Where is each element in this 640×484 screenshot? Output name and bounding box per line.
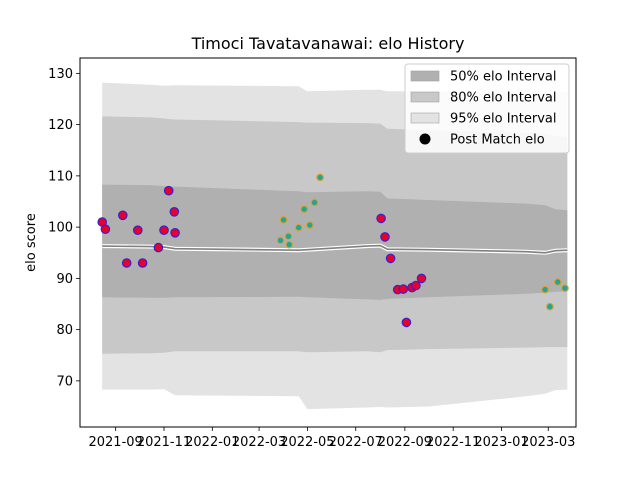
legend-marker bbox=[419, 133, 431, 145]
legend-swatch bbox=[410, 91, 440, 103]
y-axis-label: elo score bbox=[24, 213, 39, 272]
interval-bands bbox=[102, 82, 568, 410]
elo-point bbox=[294, 223, 303, 232]
post-match-elo-points bbox=[97, 173, 569, 328]
legend-label: 95% elo Interval bbox=[450, 112, 557, 127]
elo-point bbox=[553, 278, 562, 286]
elo-point bbox=[546, 302, 554, 311]
elo-point bbox=[279, 215, 288, 224]
x-tick-label: 2022-09 bbox=[378, 435, 432, 450]
elo-point bbox=[163, 185, 174, 196]
elo-point bbox=[380, 232, 390, 242]
elo-point bbox=[169, 207, 180, 217]
elo-point bbox=[170, 228, 180, 238]
elo-point bbox=[159, 225, 169, 235]
legend-swatch bbox=[410, 70, 440, 82]
x-tick-label: 2022-03 bbox=[232, 435, 286, 450]
y-tick-label: 130 bbox=[48, 67, 73, 82]
elo-point bbox=[100, 224, 111, 234]
y-axis: 70 80 90 100 110 120 130 bbox=[48, 67, 80, 389]
y-tick-label: 80 bbox=[56, 323, 73, 338]
elo-point bbox=[285, 240, 294, 249]
x-tick-label: 2021-09 bbox=[88, 435, 142, 450]
elo-point bbox=[316, 173, 325, 182]
elo-point bbox=[121, 258, 132, 268]
mean-line bbox=[102, 244, 568, 254]
legend-swatch bbox=[410, 112, 440, 124]
elo-point bbox=[376, 213, 386, 224]
legend-label: 50% elo Interval bbox=[450, 70, 557, 85]
elo-point bbox=[133, 225, 143, 235]
legend-box bbox=[404, 63, 570, 154]
legend-label: 80% elo Interval bbox=[450, 91, 557, 106]
elo-point bbox=[118, 210, 128, 221]
legend: 50% elo Interval 80% elo Interval 95% elo … bbox=[404, 63, 570, 154]
elo-point bbox=[411, 280, 421, 291]
x-tick-label: 2022-05 bbox=[280, 435, 334, 450]
elo-point bbox=[416, 273, 427, 284]
chart-title: Timoci Tavatavanawai: elo History bbox=[191, 34, 465, 53]
legend-label: Post Match elo bbox=[450, 133, 545, 148]
elo-point bbox=[284, 232, 293, 241]
x-tick-label: 2022-11 bbox=[426, 435, 480, 450]
elo-point bbox=[276, 236, 285, 245]
elo-point bbox=[300, 205, 309, 214]
elo-point bbox=[153, 242, 164, 253]
x-tick-label: 2023-03 bbox=[521, 435, 575, 450]
mean-elo-line bbox=[102, 243, 568, 255]
elo-point bbox=[541, 285, 549, 294]
x-tick-label: 2022-01 bbox=[185, 435, 239, 450]
y-tick-label: 70 bbox=[56, 374, 73, 389]
elo-point bbox=[401, 317, 412, 328]
elo-point bbox=[398, 284, 409, 294]
elo-point bbox=[561, 284, 569, 293]
elo-point bbox=[137, 258, 148, 268]
y-tick-label: 100 bbox=[48, 221, 73, 236]
band-50 bbox=[102, 184, 568, 300]
elo-point bbox=[305, 221, 314, 230]
y-tick-label: 110 bbox=[48, 169, 73, 184]
x-tick-label: 2022-07 bbox=[329, 435, 383, 450]
y-tick-label: 120 bbox=[48, 118, 73, 133]
y-tick-label: 90 bbox=[56, 272, 73, 287]
x-tick-label: 2023-01 bbox=[474, 435, 528, 450]
elo-point bbox=[310, 198, 319, 207]
elo-point bbox=[385, 253, 396, 264]
x-axis: 2021-092021-112022-012022-032022-052022-… bbox=[88, 427, 575, 450]
plot-frame bbox=[79, 57, 577, 428]
x-tick-label: 2021-11 bbox=[137, 435, 191, 450]
